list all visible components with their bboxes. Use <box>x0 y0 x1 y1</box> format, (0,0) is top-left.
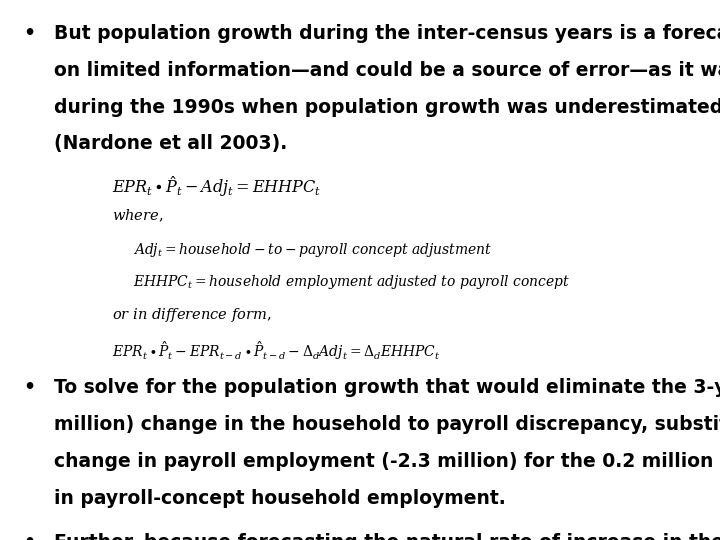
Text: million) change in the household to payroll discrepancy, substitute the: million) change in the household to payr… <box>54 415 720 434</box>
Text: $EPR_t \bullet \hat{P}_t - EPR_{t-d} \bullet \hat{P}_{t-d} - \Delta_d Adj_t = \D: $EPR_t \bullet \hat{P}_t - EPR_{t-d} \bu… <box>112 340 440 362</box>
Text: $EPR_t \bullet \hat{P}_t - Adj_t = EHHPC_t$: $EPR_t \bullet \hat{P}_t - Adj_t = EHHPC… <box>112 174 321 199</box>
Text: •: • <box>23 379 35 397</box>
Text: •: • <box>23 534 35 540</box>
Text: •: • <box>23 24 35 43</box>
Text: in payroll-concept household employment.: in payroll-concept household employment. <box>54 489 505 508</box>
Text: But population growth during the inter-census years is a forecast based: But population growth during the inter-c… <box>54 24 720 43</box>
Text: To solve for the population growth that would eliminate the 3-year (3.0: To solve for the population growth that … <box>54 379 720 397</box>
Text: Further, because forecasting the natural rate of increase in the 16 and: Further, because forecasting the natural… <box>54 534 720 540</box>
Text: $Adj_t = household - to - payroll\ concept\ adjustment$: $Adj_t = household - to - payroll\ conce… <box>133 241 492 259</box>
Text: $where,$: $where,$ <box>112 207 163 224</box>
Text: on limited information—and could be a source of error—as it was: on limited information—and could be a so… <box>54 61 720 80</box>
Text: $EHHPC_t = household\ employment\ adjusted\ to\ payroll\ concept$: $EHHPC_t = household\ employment\ adjust… <box>133 273 570 291</box>
Text: during the 1990s when population growth was underestimated: during the 1990s when population growth … <box>54 98 720 117</box>
Text: change in payroll employment (-2.3 million) for the 0.2 million increase: change in payroll employment (-2.3 milli… <box>54 452 720 471</box>
Text: (Nardone et all 2003).: (Nardone et all 2003). <box>54 134 287 153</box>
Text: $or\ in\ difference\ form,$: $or\ in\ difference\ form,$ <box>112 306 271 324</box>
